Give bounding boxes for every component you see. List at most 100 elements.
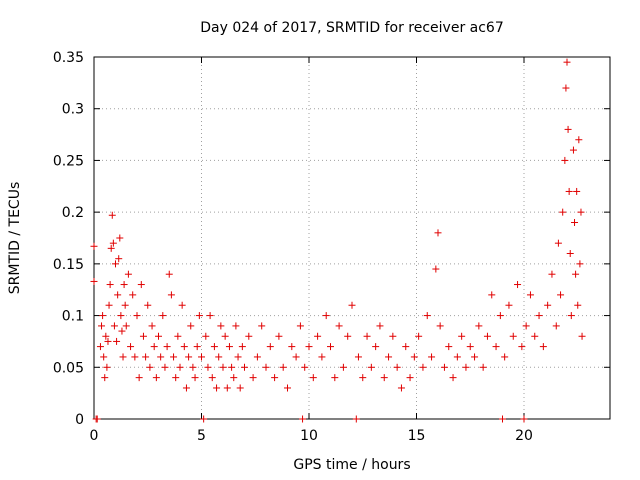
data-point	[518, 343, 526, 351]
data-point	[170, 353, 178, 361]
data-point	[327, 343, 334, 351]
data-point	[124, 270, 132, 278]
data-point	[118, 327, 126, 335]
data-point	[148, 322, 156, 330]
data-point	[96, 343, 104, 351]
data-point	[228, 363, 236, 371]
data-point	[318, 353, 326, 361]
data-point	[339, 363, 347, 371]
data-point	[402, 343, 410, 351]
data-point	[462, 363, 470, 371]
data-point	[514, 281, 522, 289]
data-point	[178, 301, 186, 309]
data-point	[419, 363, 427, 371]
data-point	[90, 277, 98, 285]
data-point	[100, 353, 108, 361]
y-tick-label: 0.2	[62, 205, 84, 221]
data-point	[114, 291, 122, 299]
data-point	[367, 363, 375, 371]
y-tick-label: 0	[75, 412, 84, 428]
data-point	[206, 312, 214, 320]
data-point	[236, 384, 244, 392]
data-point	[526, 291, 534, 299]
data-point	[299, 415, 307, 423]
data-point	[496, 312, 504, 320]
data-point	[288, 343, 296, 351]
data-point	[292, 353, 300, 361]
data-point	[155, 332, 162, 340]
x-tick-label: 0	[90, 428, 99, 444]
data-point	[120, 281, 128, 289]
data-point	[163, 343, 171, 351]
data-point	[522, 322, 530, 330]
x-tick-label: 5	[197, 428, 206, 444]
data-point	[116, 234, 124, 242]
data-point	[552, 322, 560, 330]
x-tick-label: 10	[300, 428, 318, 444]
data-point	[423, 312, 431, 320]
data-point	[137, 281, 145, 289]
data-point	[531, 332, 539, 340]
data-point	[180, 343, 188, 351]
data-point	[185, 353, 193, 361]
data-point	[279, 363, 287, 371]
x-axis-label: GPS time / hours	[293, 457, 410, 473]
data-point	[559, 208, 567, 216]
data-point	[492, 343, 500, 351]
data-point	[98, 322, 106, 330]
data-point	[309, 374, 317, 382]
data-point	[182, 384, 190, 392]
data-point	[112, 260, 119, 268]
data-point	[161, 363, 169, 371]
data-point	[133, 312, 141, 320]
data-point	[195, 312, 203, 320]
data-point	[505, 301, 513, 309]
data-point	[210, 343, 218, 351]
y-tick-label: 0.25	[53, 153, 84, 169]
data-point	[335, 322, 343, 330]
data-point	[440, 363, 448, 371]
data-point	[176, 363, 184, 371]
data-point	[271, 374, 279, 382]
data-point	[109, 239, 117, 247]
data-point	[103, 363, 111, 371]
data-point	[449, 374, 457, 382]
data-point	[561, 156, 569, 164]
data-point	[249, 374, 257, 382]
data-point	[501, 353, 509, 361]
data-point	[574, 301, 582, 309]
data-point	[101, 374, 109, 382]
data-point	[102, 332, 110, 340]
data-points	[90, 58, 586, 423]
data-point	[105, 301, 113, 309]
data-point	[150, 343, 158, 351]
plot-frame	[93, 56, 611, 420]
data-point	[415, 332, 423, 340]
data-point	[352, 415, 360, 423]
data-point	[301, 363, 309, 371]
data-point	[578, 332, 586, 340]
data-point	[253, 353, 261, 361]
data-point	[208, 374, 216, 382]
chart-title: Day 024 of 2017, SRMTID for receiver ac6…	[200, 20, 504, 36]
data-point	[223, 384, 231, 392]
data-point	[135, 374, 143, 382]
data-point	[187, 322, 195, 330]
x-tick-label: 20	[515, 428, 533, 444]
data-point	[198, 353, 205, 361]
data-point	[167, 291, 175, 299]
y-tick-label: 0.1	[62, 309, 84, 325]
data-point	[245, 332, 253, 340]
data-point	[217, 322, 225, 330]
data-point	[563, 58, 571, 66]
data-point	[129, 291, 137, 299]
data-point	[348, 301, 356, 309]
data-point	[363, 332, 371, 340]
data-point	[219, 363, 227, 371]
data-point	[104, 337, 112, 345]
data-point	[139, 332, 147, 340]
data-point	[241, 363, 248, 371]
data-point	[146, 363, 154, 371]
data-point	[471, 353, 479, 361]
data-point	[152, 374, 160, 382]
